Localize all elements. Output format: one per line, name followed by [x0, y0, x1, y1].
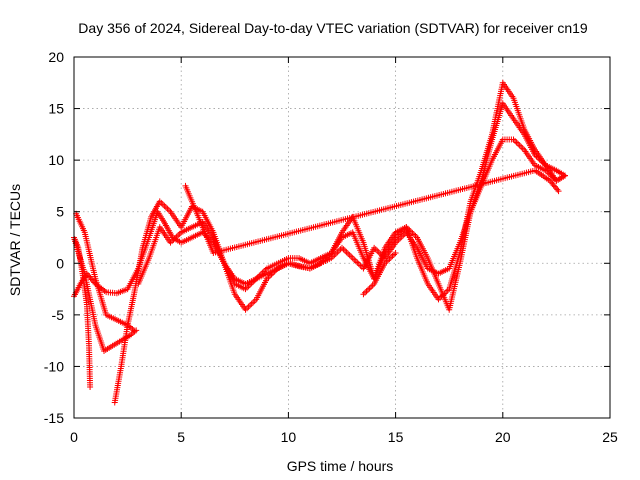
y-tick-label: -5	[52, 307, 65, 323]
data-point	[363, 288, 370, 295]
data-point	[335, 247, 342, 254]
data-point	[87, 384, 94, 391]
data-point	[248, 300, 255, 307]
data-point	[343, 249, 350, 256]
series-track-3	[73, 210, 138, 334]
data-point	[159, 201, 166, 208]
data-point	[512, 137, 519, 144]
y-tick-label: 20	[48, 49, 64, 65]
series-track-2	[71, 234, 94, 391]
data-point	[162, 204, 169, 211]
data-point	[561, 172, 568, 179]
y-tick-label: 10	[48, 152, 64, 168]
data-point	[519, 145, 526, 152]
data-point	[245, 303, 252, 310]
data-point	[368, 283, 375, 290]
data-point	[346, 252, 353, 259]
data-point	[342, 247, 349, 254]
x-axis-title: GPS time / hours	[287, 458, 394, 474]
data-point	[250, 299, 257, 306]
x-tick-label: 0	[70, 429, 78, 445]
data-point	[345, 250, 352, 257]
data-point	[374, 247, 381, 254]
data-points	[71, 79, 568, 406]
y-tick-label: 15	[48, 101, 64, 117]
data-point	[360, 291, 367, 298]
ticks: 0 5 10 15 20 25 -15 -10 -5 0 5 10 15 20	[44, 49, 618, 445]
data-point	[391, 251, 398, 258]
data-point	[247, 302, 254, 309]
data-point	[348, 253, 355, 260]
plot-frame	[73, 56, 611, 419]
data-point	[361, 289, 368, 296]
y-tick-label: 0	[56, 255, 64, 271]
data-point	[366, 285, 373, 292]
data-point	[554, 186, 561, 193]
data-point	[555, 188, 562, 195]
x-tick-label: 10	[281, 429, 297, 445]
data-point	[133, 327, 140, 334]
x-tick-label: 20	[495, 429, 511, 445]
x-tick-label: 15	[388, 429, 404, 445]
series-track-6	[135, 100, 568, 287]
y-axis-title: SDTVAR / TECUs	[7, 184, 23, 296]
series-outliers	[182, 167, 562, 256]
data-point	[389, 252, 396, 259]
x-tick-label: 5	[177, 429, 185, 445]
data-point	[161, 202, 168, 209]
series-track-7	[360, 249, 399, 298]
data-point	[354, 259, 361, 266]
data-point	[392, 249, 399, 256]
y-tick-label: -10	[44, 358, 64, 374]
chart-title: Day 356 of 2024, Sidereal Day-to-day VTE…	[78, 20, 588, 36]
data-point	[165, 207, 172, 214]
series-track-4	[71, 234, 140, 354]
data-point	[164, 205, 171, 212]
data-point	[349, 255, 356, 262]
data-point	[515, 140, 522, 147]
y-tick-label: 5	[56, 204, 64, 220]
data-point	[351, 256, 358, 263]
data-point	[410, 231, 417, 238]
data-point	[513, 139, 520, 146]
data-point	[516, 142, 523, 149]
data-point	[340, 246, 347, 253]
data-point	[365, 286, 372, 293]
x-tick-label: 25	[602, 429, 618, 445]
data-point	[355, 261, 362, 268]
data-point	[518, 143, 525, 150]
data-point	[339, 244, 345, 251]
y-tick-label: -15	[44, 410, 64, 426]
